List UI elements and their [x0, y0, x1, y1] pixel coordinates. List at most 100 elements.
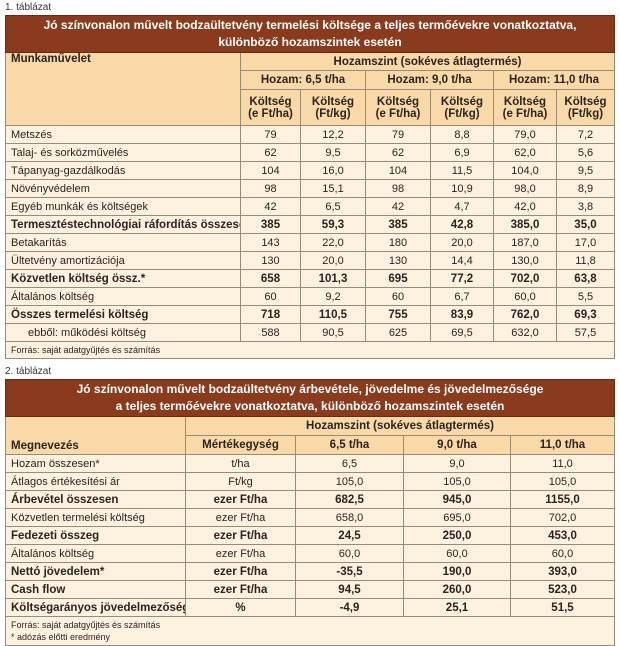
cell-value: 105,0 [510, 472, 615, 491]
cell-value: 11,5 [430, 161, 494, 180]
cell-value: 8,9 [556, 179, 615, 198]
cell-value: 8,8 [430, 125, 494, 144]
cell-value: 523,0 [510, 580, 615, 599]
row-label: Egyéb munkák és költségek [5, 197, 241, 216]
cell-value: 42 [240, 197, 301, 216]
subheader-unit: (Ft/kg) [444, 107, 480, 120]
cell-value: 11,0 [510, 454, 615, 473]
table1-title: Jó színvonalon művelt bodzaültetvény ter… [5, 15, 615, 53]
cell-value: 105,0 [403, 472, 511, 491]
cell-value: 3,8 [556, 197, 615, 216]
table-row: Talaj- és sorközművelés 62 9,5 62 6,9 62,0 5,6 [5, 143, 615, 162]
cell-value: 25,1 [403, 598, 511, 617]
cell-value: -4,9 [295, 598, 404, 617]
cell-value: 11,8 [556, 251, 615, 270]
cell-value: ezer Ft/ha [185, 562, 296, 581]
row-label: Árbevétel összesen [5, 490, 186, 509]
cell-value: 98 [365, 179, 431, 198]
cell-value: 1155,0 [510, 490, 615, 509]
cell-value: 98,0 [493, 179, 557, 198]
cell-value: 453,0 [510, 526, 615, 545]
cell-value: 130,0 [493, 251, 557, 270]
cell-value: 588 [240, 323, 301, 342]
cost-subheader: Költség (e Ft/ha) [365, 89, 431, 126]
source-note: Forrás: saját adatgyűjtés és számítás [11, 620, 161, 630]
table-row: Átlagos értékesítési ár Ft/kg 105,0 105,0 10… [5, 472, 615, 491]
cell-value: 6,5 [295, 454, 404, 473]
cell-value: 101,3 [300, 269, 366, 288]
group-header-yield-level: Hozamszint (sokéves átlagtermés) [185, 416, 615, 436]
cell-value: 83,9 [430, 305, 494, 324]
cell-value: 695,0 [403, 508, 511, 527]
cell-value: 42,8 [430, 215, 494, 234]
cell-value: 762,0 [493, 305, 557, 324]
cell-value: 9,0 [403, 454, 511, 473]
cell-value: 9,2 [300, 287, 366, 306]
row-label: Nettó jövedelem* [5, 562, 186, 581]
cell-value: 385 [240, 215, 301, 234]
cost-subheader: Költség (e Ft/ha) [493, 89, 557, 126]
table-row: Termesztéstechnológiai ráfordítás összes… [5, 215, 615, 234]
cell-value: Ft/kg [185, 472, 296, 491]
cell-value: 702,0 [510, 508, 615, 527]
cell-value: 62 [365, 143, 431, 162]
cell-value: 6,5 [300, 197, 366, 216]
cell-value: 682,5 [295, 490, 404, 509]
cell-value: 190,0 [403, 562, 511, 581]
cell-value: 17,0 [556, 233, 615, 252]
table2-footnotes: Forrás: saját adatgyűjtés és számítás * … [5, 616, 615, 646]
row-label: Közvetlen termelési költség [5, 508, 186, 527]
cell-value: 79,0 [493, 125, 557, 144]
cell-value: 6,9 [430, 143, 494, 162]
cell-value: ezer Ft/ha [185, 544, 296, 563]
cell-value: 658,0 [295, 508, 404, 527]
cell-value: 51,5 [510, 598, 615, 617]
table-row: ebből: működési költség 588 90,5 625 69,5 632… [5, 323, 615, 342]
revenue-table: Jó színvonalon művelt bodzaültetvény árb… [5, 379, 615, 646]
row-label: Termesztéstechnológiai ráfordítás összes… [5, 215, 241, 234]
cell-value: 260,0 [403, 580, 511, 599]
cell-value: 22,0 [300, 233, 366, 252]
cost-subheader: Költség (Ft/kg) [300, 89, 366, 126]
cell-value: 62 [240, 143, 301, 162]
cell-value: 5,6 [556, 143, 615, 162]
column-header-operation: Munkaművelet [5, 52, 241, 126]
table1-caption: 1. táblázat [5, 2, 52, 13]
subheader-label: Költség [440, 95, 484, 108]
cell-value: 110,5 [300, 305, 366, 324]
cell-value: 42 [365, 197, 431, 216]
cell-value: -35,5 [295, 562, 404, 581]
group-header-yield-level: Hozamszint (sokéves átlagtermés) [240, 52, 615, 71]
cell-value: 385 [365, 215, 431, 234]
cell-value: 755 [365, 305, 431, 324]
subheader-label: Költség [311, 95, 355, 108]
table-row: Fedezeti összeg ezer Ft/ha 24,5 250,0 453,0 [5, 526, 615, 545]
title-line: a teljes termőévekre vonatkoztatva, külö… [115, 399, 505, 413]
cost-subheader: Költség (e Ft/ha) [240, 89, 301, 126]
cost-table: Jó színvonalon művelt bodzaültetvény ter… [5, 15, 615, 359]
cell-value: ezer Ft/ha [185, 508, 296, 527]
cell-value: 632,0 [493, 323, 557, 342]
row-label: Növényvédelem [5, 179, 241, 198]
table2-caption: 2. táblázat [5, 366, 52, 377]
cell-value: 7,2 [556, 125, 615, 144]
yield-header: Hozam: 6,5 t/ha [240, 70, 366, 90]
cell-value: 69,3 [556, 305, 615, 324]
cell-value: 658 [240, 269, 301, 288]
cell-value: 69,5 [430, 323, 494, 342]
cell-value: 250,0 [403, 526, 511, 545]
subheader-unit: (Ft/kg) [315, 107, 351, 120]
cell-value: 945,0 [403, 490, 511, 509]
cell-value: 42,0 [493, 197, 557, 216]
cell-value: 393,0 [510, 562, 615, 581]
cell-value: 24,5 [295, 526, 404, 545]
row-label: Betakarítás [5, 233, 241, 252]
cell-value: 60 [365, 287, 431, 306]
cell-value: 10,9 [430, 179, 494, 198]
row-label: Költségarányos jövedelmezőség [5, 598, 186, 617]
cell-value: 79 [365, 125, 431, 144]
cell-value: 187,0 [493, 233, 557, 252]
cell-value: 90,5 [300, 323, 366, 342]
row-label: Cash flow [5, 580, 186, 599]
cell-value: 9,5 [300, 143, 366, 162]
